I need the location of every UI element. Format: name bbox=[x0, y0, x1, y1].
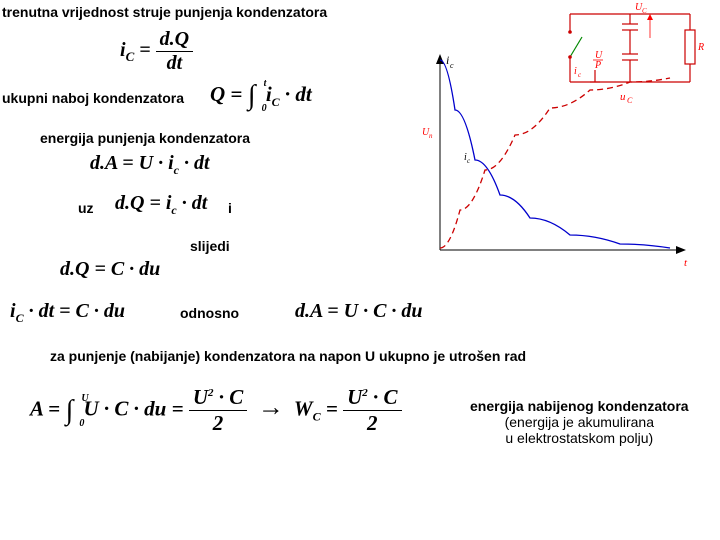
svg-text:C: C bbox=[642, 7, 647, 15]
svg-text:i: i bbox=[446, 53, 449, 67]
f8-A: A bbox=[30, 396, 43, 420]
capacitor-charging-chart: ticUnicuC bbox=[420, 40, 710, 290]
f8-eq2: = bbox=[172, 396, 184, 420]
f1-num: d.Q bbox=[156, 28, 193, 52]
formula-ic-dqdt: iC = d.Qdt bbox=[120, 28, 193, 75]
f8-Wsub: C bbox=[313, 410, 321, 424]
f8-eq: = bbox=[48, 396, 60, 420]
label-uz: uz bbox=[78, 200, 94, 216]
f2-eq: = bbox=[230, 82, 242, 106]
f8-numtail: · C bbox=[214, 385, 244, 409]
f8-int: ∫ bbox=[65, 395, 73, 426]
f8-W: W bbox=[294, 396, 313, 420]
formula-dA: d.A = U · ic · dt bbox=[90, 152, 210, 178]
f8-eq3: = bbox=[326, 396, 338, 420]
svg-text:C: C bbox=[627, 96, 633, 105]
title-work-total: za punjenje (nabijanje) kondenzatora na … bbox=[50, 348, 526, 364]
f8-den: 2 bbox=[189, 411, 247, 436]
sub-accumulated: (energija je akumulirana bbox=[470, 414, 689, 430]
f2-hi: t bbox=[264, 78, 267, 89]
formula-dQ-ic: d.Q = ic · dt bbox=[115, 192, 207, 218]
f8-num: U bbox=[193, 385, 208, 409]
formula-icdt-Cdu: iC · dt = C · du bbox=[10, 300, 125, 326]
f8-den2: 2 bbox=[343, 411, 401, 436]
f4-lhs: d.Q = i bbox=[115, 192, 171, 214]
f3-tail: · dt bbox=[179, 152, 210, 174]
f2-tail: · dt bbox=[280, 82, 312, 106]
f6-tail: · dt = C · du bbox=[24, 300, 125, 322]
energy-caption-block: energija nabijenog kondenzatora (energij… bbox=[470, 398, 689, 446]
f8-body: U · C · du bbox=[84, 396, 167, 420]
svg-text:n: n bbox=[429, 132, 433, 140]
label-i: i bbox=[228, 200, 232, 216]
f1-sub: C bbox=[126, 49, 135, 64]
formula-A-integral: A = ∫ U 0 U · C · du = U2 · C2 → WC = U2… bbox=[30, 385, 402, 436]
f2-int: ∫ bbox=[248, 80, 256, 111]
svg-text:c: c bbox=[450, 61, 454, 70]
title-instantaneous-current: trenutna vrijednost struje punjenja kond… bbox=[2, 4, 327, 20]
sub-field: u elektrostatskom polju) bbox=[470, 430, 689, 446]
f2-Q: Q bbox=[210, 82, 225, 106]
f8-hi: U bbox=[81, 393, 88, 404]
formula-dQ-Cdu: d.Q = C · du bbox=[60, 258, 160, 281]
svg-text:u: u bbox=[620, 91, 626, 103]
f4-tail: · dt bbox=[177, 192, 208, 214]
label-slijedi: slijedi bbox=[190, 238, 230, 254]
f1-eq: = bbox=[139, 39, 150, 61]
f1-den: dt bbox=[156, 52, 193, 75]
f3-lhs: d.A = U · i bbox=[90, 152, 174, 174]
svg-text:c: c bbox=[467, 157, 471, 165]
title-total-charge: ukupni naboj kondenzatora bbox=[2, 90, 184, 106]
formula-dA-UCdu: d.A = U · C · du bbox=[295, 300, 423, 323]
f6-sub: C bbox=[16, 311, 24, 325]
label-odnosno: odnosno bbox=[180, 305, 239, 321]
title-stored-energy: energija nabijenog kondenzatora bbox=[470, 398, 689, 414]
formula-q-integral: Q = ∫ t 0 iC · dt bbox=[210, 80, 312, 112]
f8-lo: 0 bbox=[79, 418, 84, 429]
f8-num2: U bbox=[347, 385, 362, 409]
f2-lo: 0 bbox=[262, 103, 267, 114]
f8-numtail2: · C bbox=[368, 385, 398, 409]
title-charging-energy: energija punjenja kondenzatora bbox=[40, 130, 250, 146]
svg-text:t: t bbox=[684, 257, 688, 269]
f2-bsub: C bbox=[272, 95, 280, 109]
arrow-icon: → bbox=[258, 392, 284, 421]
